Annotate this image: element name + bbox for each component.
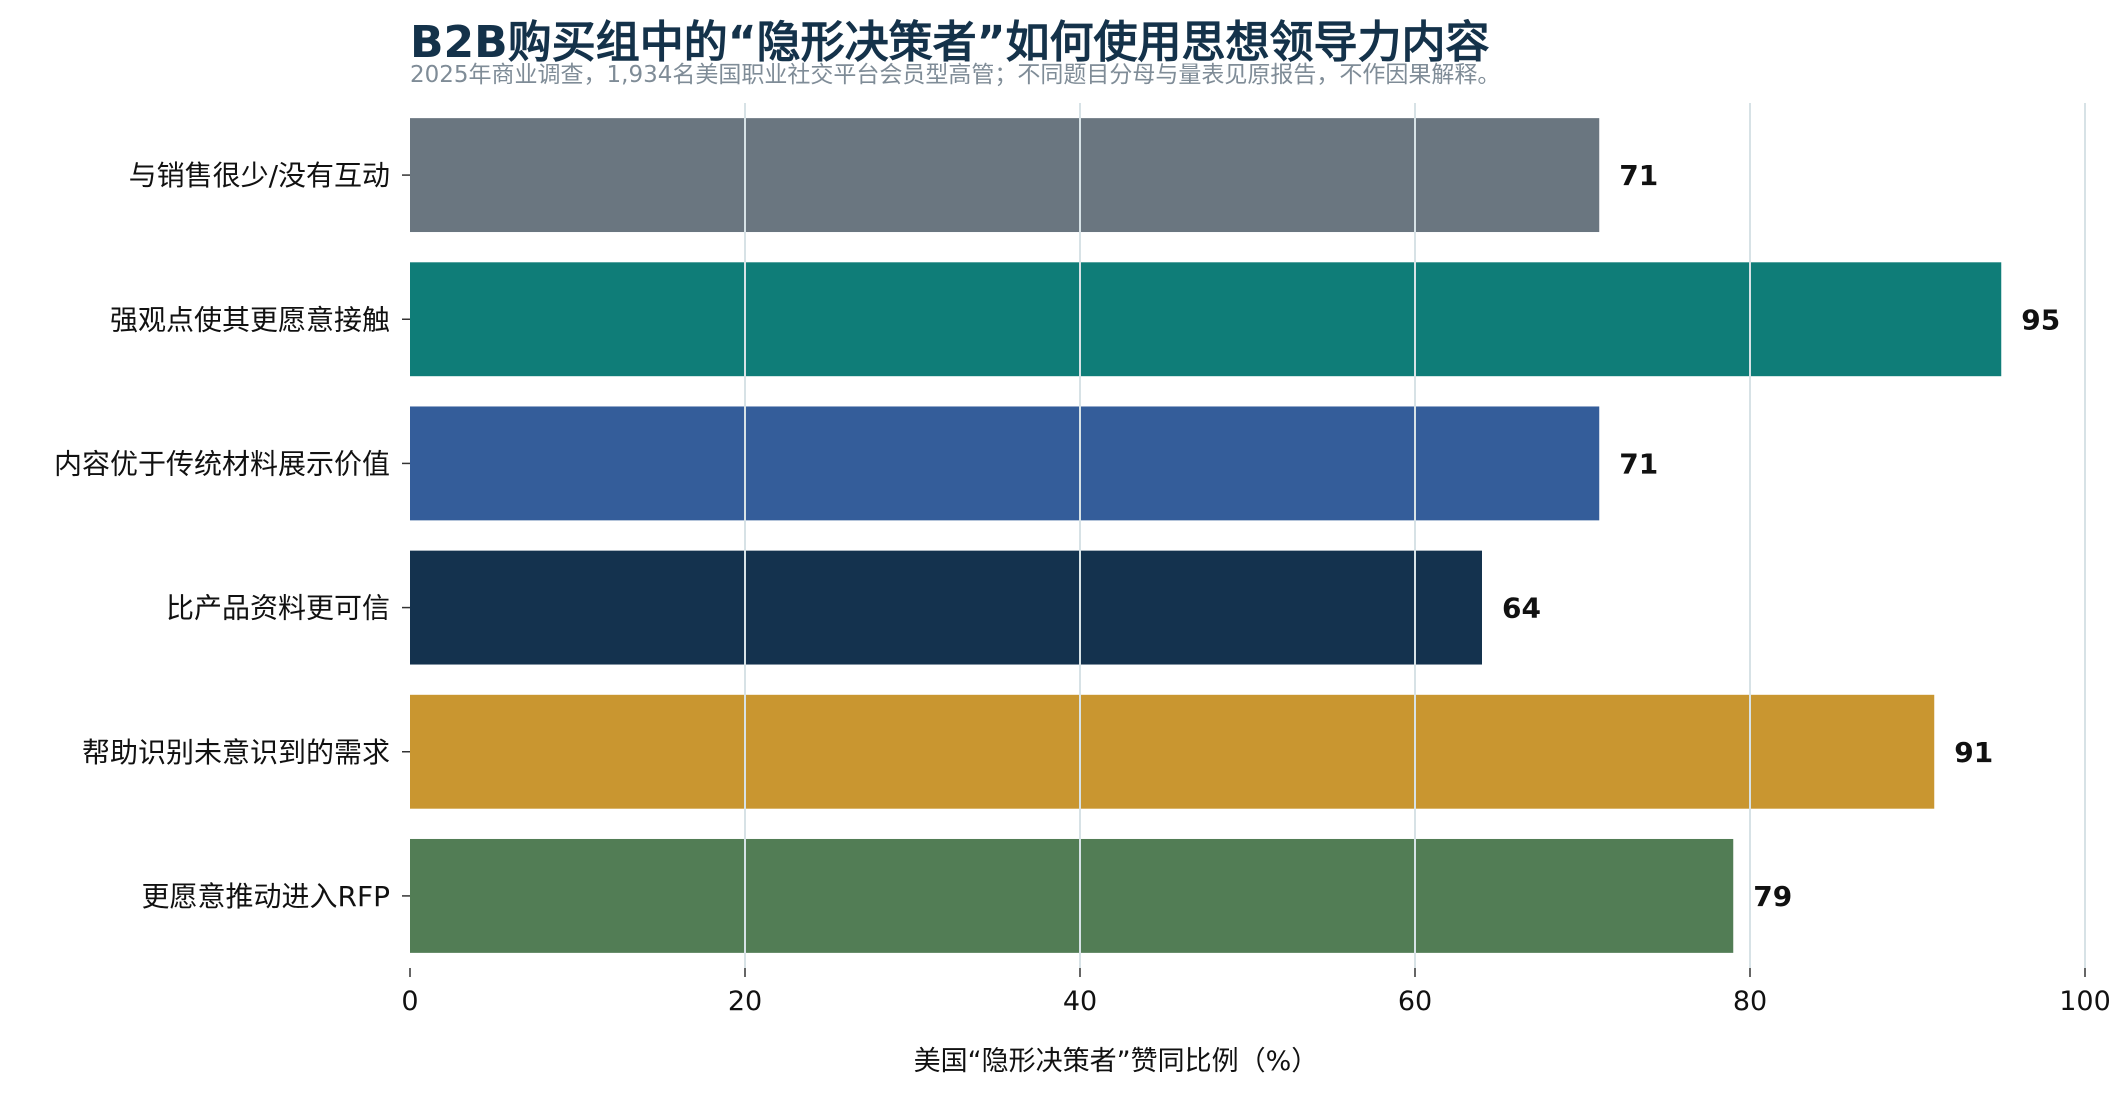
bar-5 [410,694,1935,809]
value-label-4: 64 [1502,592,1541,625]
x-axis: 0 20 40 60 80 100 [401,968,2111,1017]
x-tick-label-20: 20 [728,986,762,1017]
category-label-1: 与销售很少/没有互动 [129,159,390,192]
bar-1 [410,118,1600,233]
x-tick-label-80: 80 [1733,986,1767,1017]
x-tick-label-60: 60 [1398,986,1432,1017]
bar-4 [410,550,1482,665]
y-axis-labels: 与销售很少/没有互动强观点使其更愿意接触内容优于传统材料展示价值比产品资料更可信… [54,159,410,913]
value-label-6: 79 [1753,880,1792,913]
value-label-1: 71 [1619,159,1658,192]
x-axis-title: 美国“隐形决策者”赞同比例（%） [914,1046,1319,1077]
bar-3 [410,406,1600,521]
value-label-2: 95 [2021,303,2060,336]
category-label-3: 内容优于传统材料展示价值 [54,447,390,480]
bars: 71 95 71 64 91 79 [410,103,2086,968]
bar-2 [410,262,2002,377]
bar-6 [410,838,1734,953]
category-label-5: 帮助识别未意识到的需求 [82,736,390,769]
value-label-3: 71 [1619,447,1658,480]
category-label-2: 强观点使其更愿意接触 [110,303,390,336]
category-label-4: 比产品资料更可信 [166,592,390,625]
value-label-5: 91 [1954,736,1993,769]
x-tick-label-40: 40 [1063,986,1097,1017]
x-tick-label-0: 0 [401,986,418,1017]
chart-title: B2B购买组中的“隐形决策者”如何使用思想领导力内容 [410,17,1490,68]
chart-subtitle: 2025年商业调查，1,934名美国职业社交平台会员型高管；不同题目分母与量表见… [410,62,1500,88]
category-label-6: 更愿意推动进入RFP [142,880,390,913]
x-tick-label-100: 100 [2059,986,2111,1017]
